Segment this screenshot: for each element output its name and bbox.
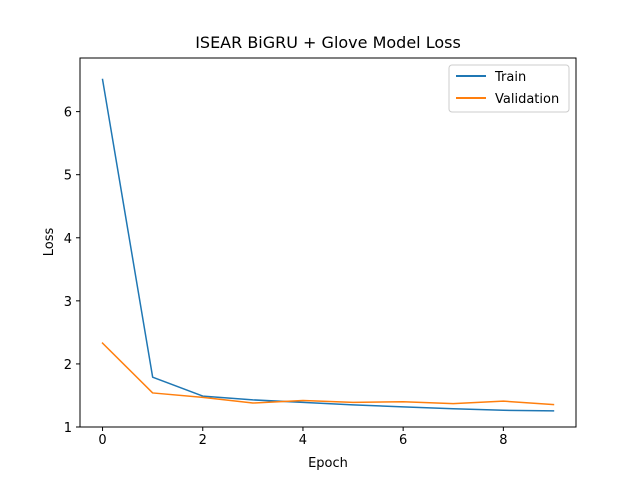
x-tick-label: 0 — [98, 433, 106, 448]
legend-label-validation: Validation — [495, 92, 559, 107]
y-tick-label: 4 — [64, 232, 72, 247]
y-axis-label: Loss — [42, 228, 57, 257]
y-tick-label: 6 — [64, 106, 72, 121]
y-tick-label: 5 — [64, 169, 72, 184]
chart-title: ISEAR BiGRU + Glove Model Loss — [195, 33, 461, 52]
x-tick-label: 6 — [399, 433, 407, 448]
x-tick-label: 2 — [199, 433, 207, 448]
y-tick-label: 3 — [64, 295, 72, 310]
x-tick-label: 4 — [299, 433, 307, 448]
legend: Train Validation — [449, 65, 569, 112]
x-tick-label: 8 — [499, 433, 507, 448]
y-tick-label: 1 — [64, 421, 72, 436]
x-axis-label: Epoch — [308, 456, 348, 471]
y-tick-label: 2 — [64, 358, 72, 373]
legend-label-train: Train — [494, 70, 526, 85]
